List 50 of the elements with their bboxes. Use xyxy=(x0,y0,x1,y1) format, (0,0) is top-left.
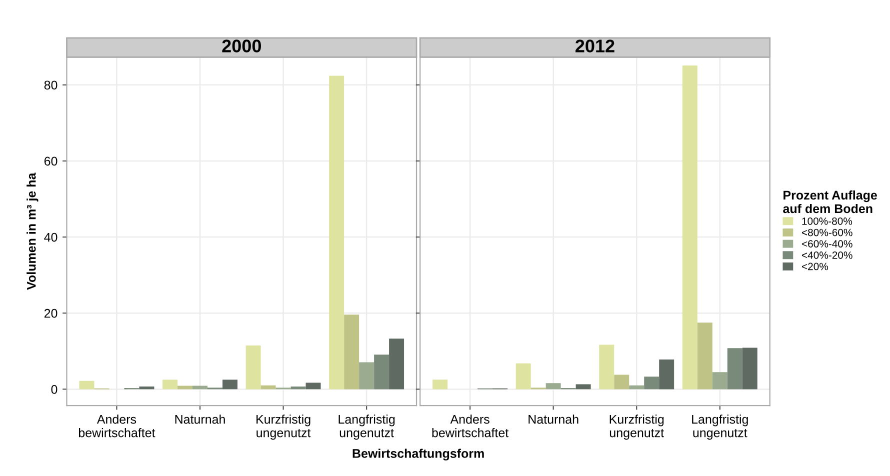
bar xyxy=(162,380,178,390)
legend-label: 100%-80% xyxy=(802,217,852,225)
bar xyxy=(697,322,712,390)
y-tick-label: 0 xyxy=(51,384,58,394)
bar xyxy=(139,386,154,390)
bar xyxy=(682,65,698,390)
y-tick-label: 80 xyxy=(44,80,58,90)
bar xyxy=(389,338,404,390)
legend-label: <40%-20% xyxy=(802,251,852,259)
bar xyxy=(712,372,728,390)
bar xyxy=(727,348,742,390)
bar xyxy=(222,380,238,390)
bar xyxy=(306,382,321,390)
bar xyxy=(290,386,306,390)
chart-title: 2000 xyxy=(222,40,261,52)
legend-label: <60%-40% xyxy=(802,240,852,248)
x-tick-label: Kurzfristig ungenutzt xyxy=(256,414,311,440)
y-axis-title: Volumen in m³ je ha xyxy=(26,172,38,290)
bar xyxy=(374,354,390,390)
chart-title: 2012 xyxy=(576,40,614,52)
bar xyxy=(644,376,660,390)
x-tick-label: Langfristig ungenutzt xyxy=(692,414,748,440)
bar xyxy=(79,380,94,390)
bar xyxy=(260,385,276,390)
y-tick-label: 40 xyxy=(44,232,58,242)
x-tick-label: Naturnah xyxy=(528,414,578,424)
x-tick-label: Langfristig ungenutzt xyxy=(338,414,395,440)
bar xyxy=(576,384,591,390)
bar xyxy=(246,345,261,390)
bar xyxy=(329,76,344,390)
bar xyxy=(432,380,448,390)
bar xyxy=(359,362,374,390)
bar xyxy=(742,348,758,390)
legend-label: <20% xyxy=(802,262,828,270)
x-tick-label: Kurzfristig ungenutzt xyxy=(610,414,664,440)
y-tick-label: 60 xyxy=(44,156,58,166)
bar xyxy=(546,383,561,390)
x-tick-label: Anders bewirtschaftet xyxy=(432,414,509,438)
bar xyxy=(344,314,360,390)
bar xyxy=(516,363,531,390)
legend-label: <80%-60% xyxy=(802,228,852,236)
bar xyxy=(629,385,644,390)
x-tick-label: Naturnah xyxy=(175,414,225,424)
bar xyxy=(659,360,674,390)
x-axis-title: Bewirtschaftungsform xyxy=(352,448,484,460)
legend-title: Prozent Auflage auf dem Boden xyxy=(783,190,877,214)
bar xyxy=(599,344,614,390)
bar xyxy=(614,374,630,390)
x-tick-label: Anders bewirtschaftet xyxy=(78,414,156,438)
y-tick-label: 20 xyxy=(44,308,58,318)
